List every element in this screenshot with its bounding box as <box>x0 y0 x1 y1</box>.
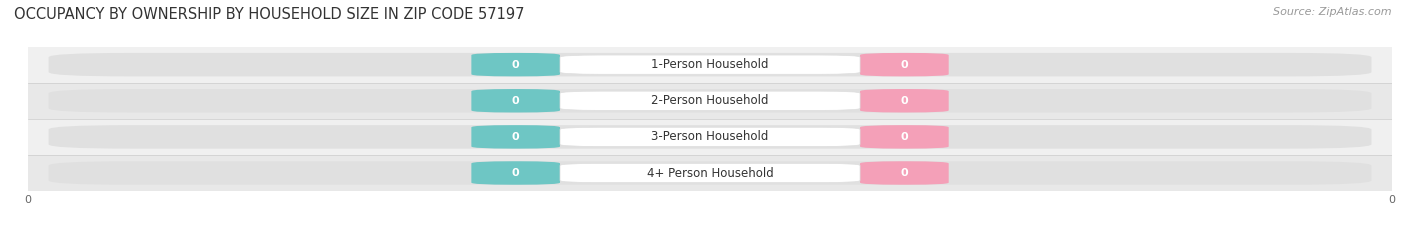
Text: 0: 0 <box>512 96 519 106</box>
FancyBboxPatch shape <box>560 91 860 110</box>
FancyBboxPatch shape <box>49 53 1371 76</box>
Text: 0: 0 <box>901 60 908 70</box>
FancyBboxPatch shape <box>860 53 949 76</box>
FancyBboxPatch shape <box>860 125 949 149</box>
Text: 1-Person Household: 1-Person Household <box>651 58 769 71</box>
FancyBboxPatch shape <box>49 125 1371 149</box>
Text: 0: 0 <box>901 168 908 178</box>
Text: Source: ZipAtlas.com: Source: ZipAtlas.com <box>1274 7 1392 17</box>
FancyBboxPatch shape <box>49 161 1371 185</box>
Text: OCCUPANCY BY OWNERSHIP BY HOUSEHOLD SIZE IN ZIP CODE 57197: OCCUPANCY BY OWNERSHIP BY HOUSEHOLD SIZE… <box>14 7 524 22</box>
FancyBboxPatch shape <box>560 55 860 74</box>
Text: 0: 0 <box>901 96 908 106</box>
FancyBboxPatch shape <box>471 89 560 113</box>
Text: 2-Person Household: 2-Person Household <box>651 94 769 107</box>
Text: 0: 0 <box>512 132 519 142</box>
FancyBboxPatch shape <box>860 161 949 185</box>
FancyBboxPatch shape <box>471 161 560 185</box>
Bar <box>28 47 1392 83</box>
FancyBboxPatch shape <box>49 89 1371 113</box>
Text: 0: 0 <box>512 60 519 70</box>
FancyBboxPatch shape <box>560 127 860 147</box>
Text: 4+ Person Household: 4+ Person Household <box>647 167 773 179</box>
FancyBboxPatch shape <box>471 53 560 76</box>
FancyBboxPatch shape <box>471 125 560 149</box>
Bar <box>28 83 1392 119</box>
Text: 0: 0 <box>901 132 908 142</box>
Bar <box>28 155 1392 191</box>
FancyBboxPatch shape <box>560 163 860 183</box>
Text: 0: 0 <box>512 168 519 178</box>
FancyBboxPatch shape <box>860 89 949 113</box>
Bar <box>28 119 1392 155</box>
Text: 3-Person Household: 3-Person Household <box>651 130 769 143</box>
